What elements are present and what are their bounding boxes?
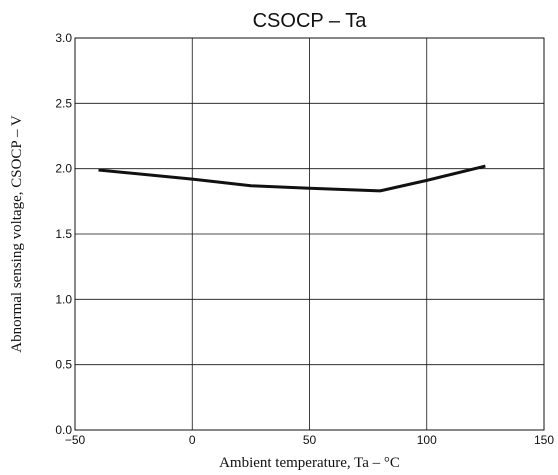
y-tick-label: 0.0 (55, 423, 72, 437)
x-tick-label: 100 (417, 433, 437, 447)
y-axis-ticks: 0.0 0.5 1.0 1.5 2.0 2.5 3.0 (55, 31, 72, 437)
x-tick-label: 0 (189, 433, 196, 447)
x-axis-label: Ambient temperature, Ta – °C (219, 455, 400, 471)
x-tick-label: −50 (65, 433, 86, 447)
x-tick-label: 50 (303, 433, 317, 447)
x-axis-ticks: −50 0 50 100 150 (65, 433, 555, 447)
series-line (98, 164, 486, 193)
y-tick-label: 1.0 (55, 292, 72, 306)
y-tick-label: 2.5 (55, 96, 72, 110)
plot-area-frame (74, 37, 545, 431)
y-axis-label: Abnormal sensing voltage, CSOCP – V (9, 115, 25, 353)
grid-lines (75, 38, 544, 430)
chart-title: CSOCP – Ta (253, 10, 368, 32)
y-tick-label: 2.0 (55, 162, 72, 176)
y-tick-label: 1.5 (55, 227, 72, 241)
y-tick-label: 0.5 (55, 358, 72, 372)
y-tick-label: 3.0 (55, 31, 72, 45)
x-tick-label: 150 (534, 433, 554, 447)
series-group (98, 164, 486, 193)
